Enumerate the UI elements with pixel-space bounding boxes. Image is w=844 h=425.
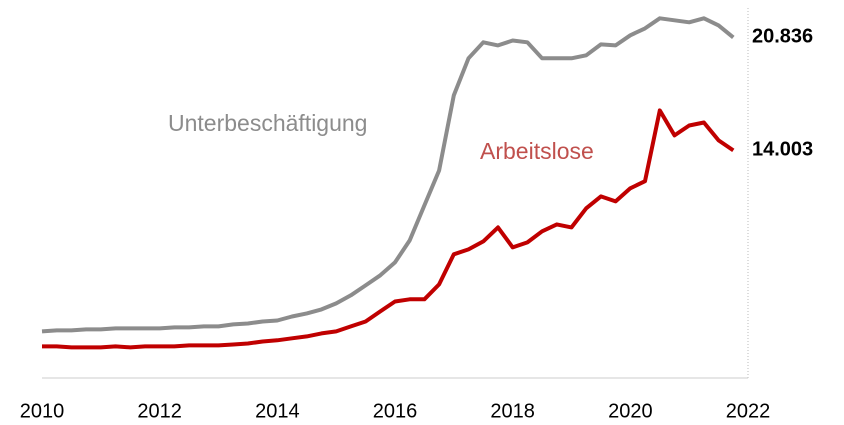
x-tick-label: 2016 [373, 400, 418, 422]
end-value-label: 14.003 [752, 139, 813, 161]
x-tick-label: 2012 [137, 400, 182, 422]
x-tick-label: 2022 [726, 400, 771, 422]
x-tick-label: 2018 [490, 400, 535, 422]
end-value-label: 20.836 [752, 26, 813, 48]
x-tick-label: 2020 [608, 400, 653, 422]
series-line [41, 16, 735, 334]
series-line [42, 108, 735, 350]
series-label: Unterbeschäftigung [168, 110, 367, 136]
x-tick-label: 2010 [20, 400, 65, 422]
x-tick-label: 2014 [255, 400, 300, 422]
series-label: Arbeitslose [480, 138, 594, 164]
